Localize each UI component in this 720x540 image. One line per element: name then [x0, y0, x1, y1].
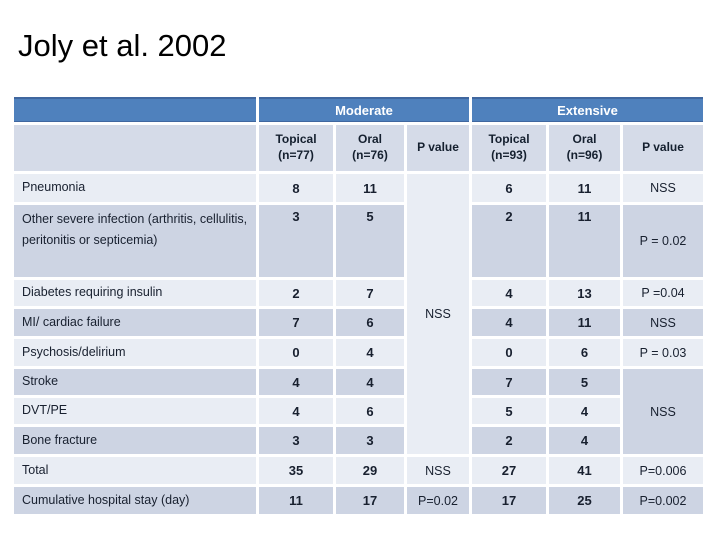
value-cell: 4	[336, 339, 404, 366]
value-cell: 5	[549, 369, 620, 395]
value-cell: 6	[336, 398, 404, 424]
value-cell: 6	[549, 339, 620, 366]
value-cell: 7	[336, 280, 404, 306]
value-cell: 41	[549, 457, 620, 484]
row-label: Total	[14, 457, 256, 484]
row-label: Pneumonia	[14, 174, 256, 202]
p-value-cell: P=0.006	[623, 457, 703, 484]
p-value-cell: NSS	[623, 309, 703, 336]
value-cell: 4	[336, 369, 404, 395]
value-cell: 0	[472, 339, 546, 366]
value-cell: 13	[549, 280, 620, 306]
table-row: Cumulative hospital stay (day) 11 17 P=0…	[14, 487, 703, 514]
row-label: MI/ cardiac failure	[14, 309, 256, 336]
table-row: Stroke 4 4 7 5 NSS	[14, 369, 703, 454]
value-cell: 2	[472, 205, 546, 277]
row-label: DVT/PE	[14, 398, 256, 424]
table-row: Psychosis/delirium 0 4 0 6 P = 0.03	[14, 339, 703, 366]
value-cell: 29	[336, 457, 404, 484]
value-cell: 6	[336, 309, 404, 336]
results-table-container: Moderate Extensive Topical (n=77) Oral (…	[11, 94, 706, 517]
subheader-mod-pvalue: P value	[407, 125, 469, 171]
row-label: Bone fracture	[14, 427, 256, 454]
value-cell: 4	[472, 280, 546, 306]
table-row: DVT/PE 4 6 5 4	[14, 398, 703, 424]
value-cell: 17	[472, 487, 546, 514]
table-row: Pneumonia 8 11 NSS 6 11 NSS	[14, 174, 703, 454]
group-header-moderate: Moderate	[259, 97, 469, 122]
subheader-ext-oral: Oral (n=96)	[549, 125, 620, 171]
row-label: Stroke	[14, 369, 256, 395]
value-cell: 4	[259, 369, 333, 395]
value-cell: 5	[336, 205, 404, 277]
group-header-extensive: Extensive	[472, 97, 703, 122]
value-cell: 17	[336, 487, 404, 514]
p-value-cell: P = 0.03	[623, 339, 703, 366]
subheader-row: Topical (n=77) Oral (n=76) P value Topic…	[14, 125, 703, 171]
value-cell: 7	[259, 309, 333, 336]
row-label: Other severe infection (arthritis, cellu…	[14, 205, 256, 277]
value-cell: 11	[336, 174, 404, 202]
p-value-cell: P = 0.02	[623, 205, 703, 277]
slide-title: Joly et al. 2002	[18, 28, 227, 63]
header-corner-cell	[14, 97, 256, 122]
value-cell: 4	[259, 398, 333, 424]
row-label: Psychosis/delirium	[14, 339, 256, 366]
subheader-label-cell	[14, 125, 256, 171]
results-table: Moderate Extensive Topical (n=77) Oral (…	[11, 94, 706, 517]
value-cell: 4	[472, 309, 546, 336]
value-cell: 4	[549, 427, 620, 454]
value-cell: 11	[549, 205, 620, 277]
value-cell: 3	[259, 427, 333, 454]
subheader-ext-topical: Topical (n=93)	[472, 125, 546, 171]
row-label: Diabetes requiring insulin	[14, 280, 256, 306]
group-header-row: Moderate Extensive	[14, 97, 703, 122]
value-cell: 8	[259, 174, 333, 202]
subheader-mod-topical: Topical (n=77)	[259, 125, 333, 171]
row-label: Cumulative hospital stay (day)	[14, 487, 256, 514]
p-value-cell: P =0.04	[623, 280, 703, 306]
value-cell: 25	[549, 487, 620, 514]
table-row: Diabetes requiring insulin 2 7 4 13 P =0…	[14, 280, 703, 306]
value-cell: 3	[259, 205, 333, 277]
value-cell: 27	[472, 457, 546, 484]
table-row: Other severe infection (arthritis, cellu…	[14, 205, 703, 277]
p-value-cell-moderate-merged: NSS	[407, 174, 469, 454]
value-cell: 2	[259, 280, 333, 306]
table-row: Total 35 29 NSS 27 41 P=0.006	[14, 457, 703, 484]
value-cell: 5	[472, 398, 546, 424]
p-value-cell-extensive-merged: NSS	[623, 369, 703, 454]
value-cell: 11	[549, 309, 620, 336]
p-value-cell: NSS	[407, 457, 469, 484]
subheader-ext-pvalue: P value	[623, 125, 703, 171]
table-row: MI/ cardiac failure 7 6 4 11 NSS	[14, 309, 703, 336]
value-cell: 11	[259, 487, 333, 514]
value-cell: 4	[549, 398, 620, 424]
value-cell: 7	[472, 369, 546, 395]
value-cell: 3	[336, 427, 404, 454]
value-cell: 2	[472, 427, 546, 454]
subheader-mod-oral: Oral (n=76)	[336, 125, 404, 171]
p-value-cell: P=0.02	[407, 487, 469, 514]
value-cell: 0	[259, 339, 333, 366]
value-cell: 11	[549, 174, 620, 202]
p-value-cell: P=0.002	[623, 487, 703, 514]
value-cell: 6	[472, 174, 546, 202]
p-value-cell: NSS	[623, 174, 703, 202]
value-cell: 35	[259, 457, 333, 484]
table-row: Bone fracture 3 3 2 4	[14, 427, 703, 454]
